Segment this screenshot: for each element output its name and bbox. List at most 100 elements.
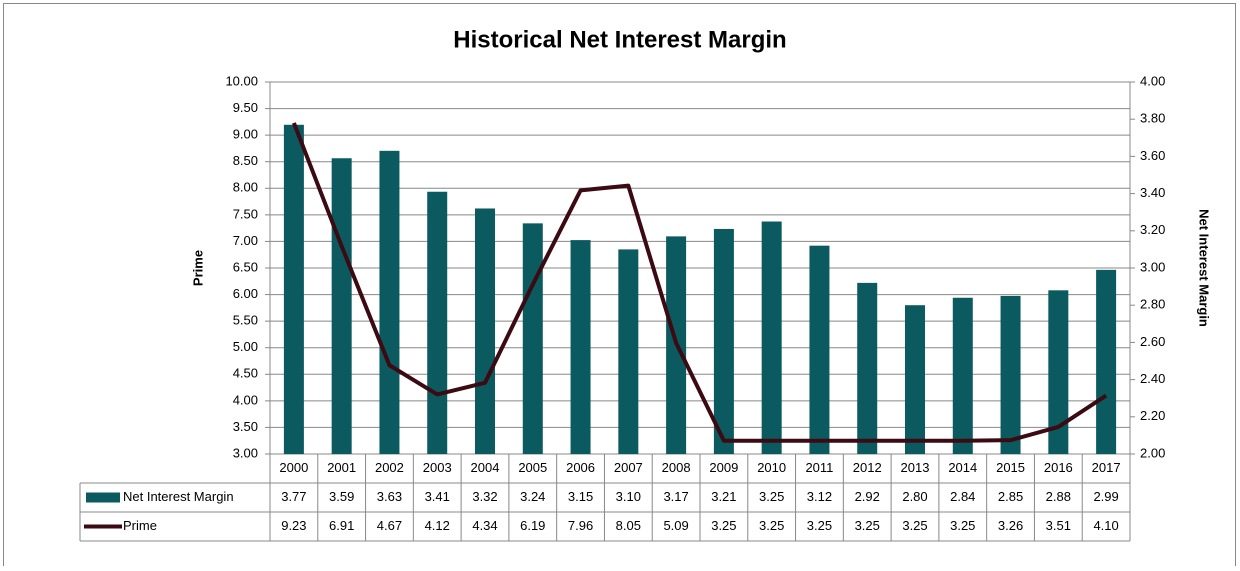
table-value: 3.25 [807,518,832,533]
x-tick-label: 2004 [471,460,500,475]
x-tick-label: 2008 [662,460,691,475]
table-value: 3.15 [568,489,593,504]
x-tick-label: 2014 [948,460,977,475]
table-value: 3.77 [281,489,306,504]
x-tick-label: 2015 [996,460,1025,475]
y-tick-label: 8.50 [233,153,258,168]
table-value: 3.25 [950,518,975,533]
chart-frame [3,3,1236,571]
table-value: 3.24 [520,489,545,504]
y2-tick-label: 3.80 [1140,111,1165,126]
bar [761,221,782,454]
y2-tick-label: 2.20 [1140,408,1165,423]
x-tick-label: 2006 [566,460,595,475]
y-tick-label: 9.50 [233,100,258,115]
table-value: 5.09 [663,518,688,533]
y2-tick-label: 3.60 [1140,148,1165,163]
table-value: 3.51 [1046,518,1071,533]
y-axis-label: Prime [190,250,205,286]
table-value: 3.32 [472,489,497,504]
y-tick-label: 4.00 [233,392,258,407]
y2-tick-label: 4.00 [1140,73,1165,88]
table-value: 3.25 [902,518,927,533]
legend-label: Net Interest Margin [123,489,234,504]
y-tick-label: 4.50 [233,366,258,381]
y-tick-label: 10.00 [225,73,258,88]
table-value: 3.25 [759,489,784,504]
x-tick-label: 2002 [375,460,404,475]
table-value: 4.10 [1093,518,1118,533]
x-tick-label: 2001 [327,460,356,475]
y-tick-label: 3.00 [233,445,258,460]
x-tick-label: 2007 [614,460,643,475]
table-value: 7.96 [568,518,593,533]
table-value: 4.34 [472,518,497,533]
y2-tick-label: 3.40 [1140,185,1165,200]
table-value: 2.85 [998,489,1023,504]
bar [713,228,734,454]
table-value: 2.99 [1093,489,1118,504]
bar [905,305,925,454]
x-tick-label: 2003 [423,460,452,475]
y-tick-label: 9.00 [233,127,258,142]
table-value: 2.92 [855,489,880,504]
y-tick-label: 5.00 [233,339,258,354]
y2-tick-label: 2.60 [1140,334,1165,349]
x-tick-label: 2013 [901,460,930,475]
y-tick-label: 5.50 [233,313,258,328]
legend-label: Prime [123,518,157,533]
table-value: 3.25 [711,518,736,533]
y2-tick-label: 3.00 [1140,259,1165,274]
bar [1048,290,1069,454]
table-value: 6.91 [329,518,354,533]
bar [1096,269,1117,454]
x-tick-label: 2017 [1092,460,1121,475]
x-tick-label: 2009 [709,460,738,475]
table-value: 3.21 [711,489,736,504]
y2-tick-label: 2.40 [1140,371,1165,386]
y-tick-label: 8.00 [233,180,258,195]
bar [952,297,973,454]
x-tick-label: 2016 [1044,460,1073,475]
table-value: 3.25 [759,518,784,533]
y-tick-label: 3.50 [233,419,258,434]
table-value: 3.25 [855,518,880,533]
bar [522,223,543,454]
bar [618,249,639,454]
table-value: 4.67 [377,518,402,533]
bar [331,158,352,454]
table-value: 2.88 [1046,489,1071,504]
x-tick-label: 2005 [518,460,547,475]
table-value: 3.12 [807,489,832,504]
line [292,122,1108,443]
legend-key [86,492,120,503]
bar [427,191,448,455]
chart-title: Historical Net Interest Margin [453,26,786,53]
y2-tick-label: 3.20 [1140,222,1165,237]
bar [857,282,878,454]
x-tick-label: 2000 [279,460,308,475]
y2-tick-label: 2.00 [1140,445,1165,460]
table-value: 3.26 [998,518,1023,533]
table-value: 3.59 [329,489,354,504]
table-value: 3.63 [377,489,402,504]
table-value: 2.80 [902,489,927,504]
table-value: 3.41 [425,489,450,504]
y-tick-label: 7.50 [233,206,258,221]
bar [379,150,400,454]
y2-tick-label: 2.80 [1140,297,1165,312]
bar [1000,295,1021,454]
y-tick-label: 6.00 [233,286,258,301]
table-value: 8.05 [616,518,641,533]
table-value: 2.84 [950,489,975,504]
bar [283,124,304,454]
table-value: 4.12 [425,518,450,533]
y-tick-label: 7.00 [233,233,258,248]
bar [809,245,830,454]
table-value: 9.23 [281,518,306,533]
x-tick-label: 2012 [853,460,882,475]
y-tick-label: 6.50 [233,259,258,274]
table-value: 6.19 [520,518,545,533]
bar [475,208,495,454]
